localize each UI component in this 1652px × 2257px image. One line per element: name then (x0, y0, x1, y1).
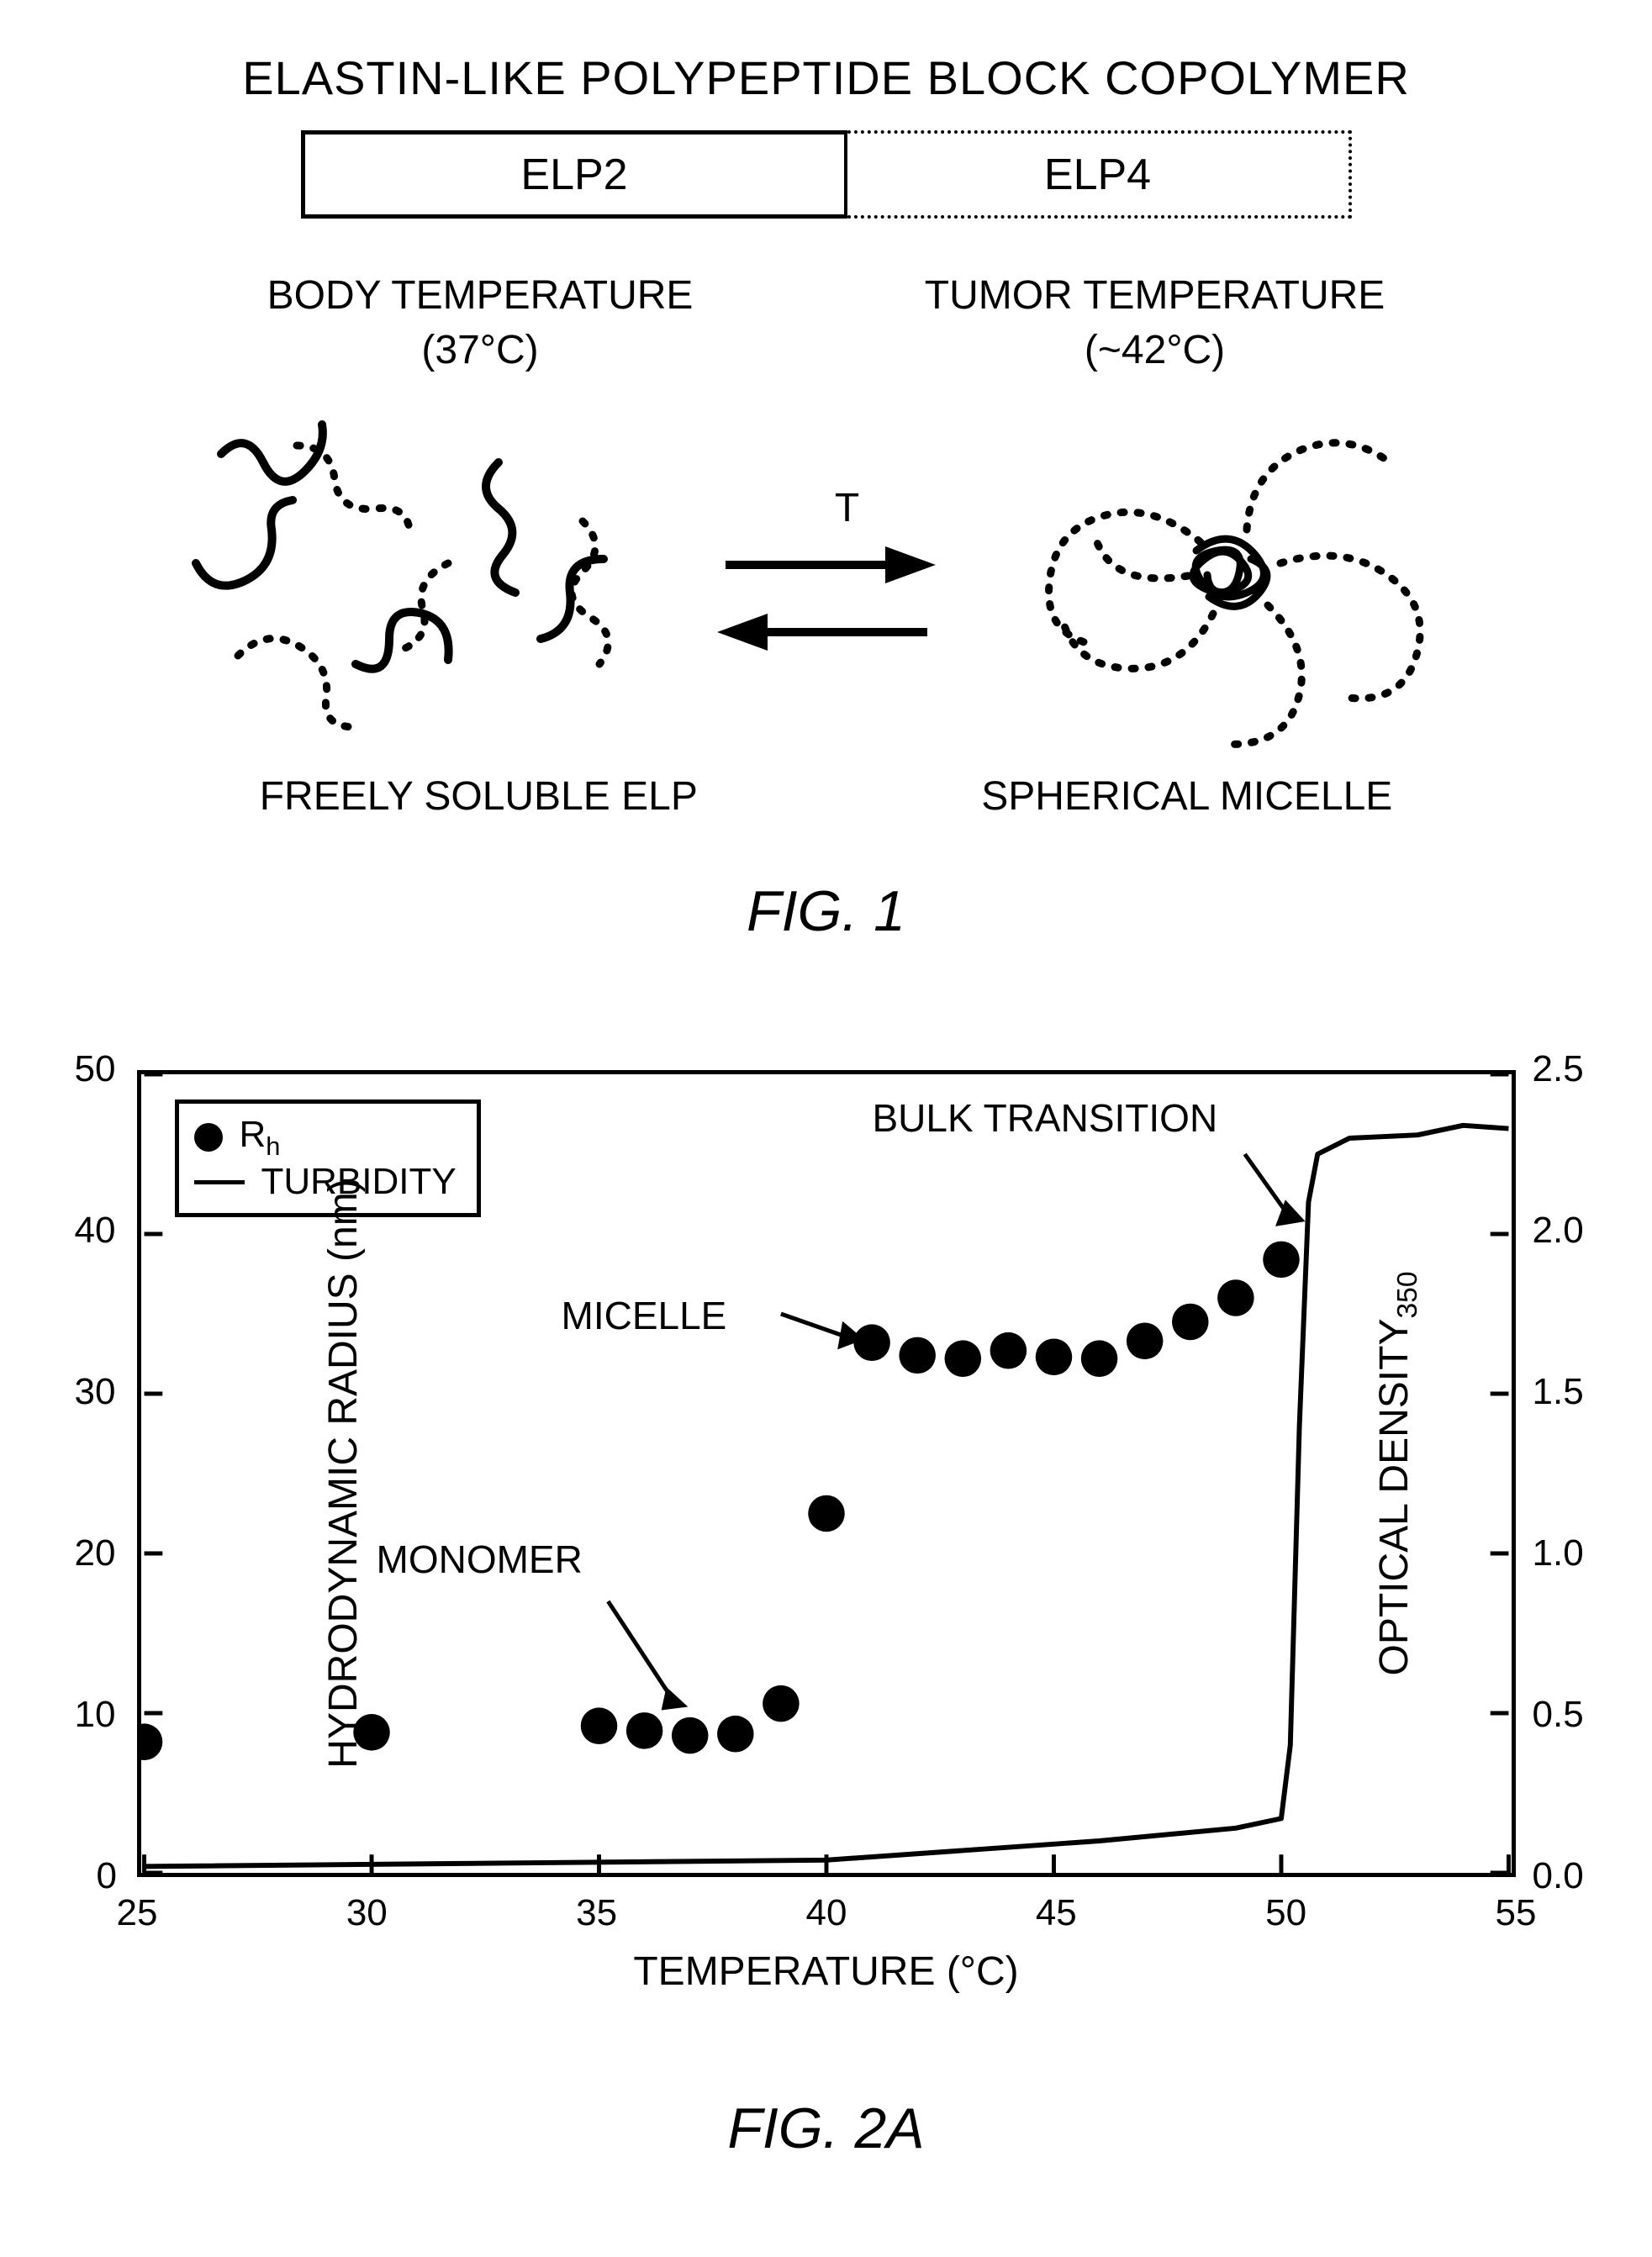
block-elp2: ELP2 (301, 130, 847, 219)
y-right-tick: 2.5 (1533, 1048, 1584, 1090)
temperature-row: BODY TEMPERATURE (37°C) TUMOR TEMPERATUR… (67, 269, 1585, 378)
y-right-tick: 2.0 (1533, 1210, 1584, 1252)
label-micelle: SPHERICAL MICELLE (981, 773, 1392, 820)
y-left-tick: 30 (75, 1371, 119, 1413)
y-right-tick: 1.5 (1533, 1371, 1584, 1413)
y-right-sub: 350 (1391, 1271, 1422, 1318)
x-tick: 40 (806, 1892, 847, 1934)
x-tick: 30 (346, 1892, 388, 1934)
label-soluble: FREELY SOLUBLE ELP (260, 773, 698, 820)
legend-line-icon (194, 1180, 245, 1184)
state-micelle (961, 395, 1507, 748)
x-axis-label: TEMPERATURE (°C) (633, 1949, 1018, 1995)
block-copolymer-row: ELP2 ELP4 (67, 130, 1585, 219)
tumor-temp-value: (~42°C) (925, 324, 1385, 378)
micelle-label: MICELLE (562, 1293, 727, 1338)
tumor-temp: TUMOR TEMPERATURE (~42°C) (925, 269, 1385, 378)
state-soluble (145, 395, 692, 748)
y-right-tick: 1.0 (1533, 1532, 1584, 1574)
legend-rh-row: Rh (194, 1114, 457, 1162)
x-tick: 25 (117, 1892, 158, 1934)
y-right-text: OPTICAL DENSITY (1372, 1318, 1417, 1675)
y-right-tick: 0.0 (1533, 1855, 1584, 1897)
state-labels-row: FREELY SOLUBLE ELP SPHERICAL MICELLE (67, 773, 1585, 820)
x-tick: 55 (1496, 1892, 1537, 1934)
transition-variable: T (835, 485, 859, 531)
x-tick: 45 (1036, 1892, 1077, 1934)
soluble-svg (145, 395, 692, 748)
x-tick: 50 (1265, 1892, 1306, 1934)
arrow-left-icon (717, 607, 936, 657)
y-axis-left-label: HYDRODYNAMIC RADIUS (nm) (320, 1179, 367, 1768)
y-left-tick: 20 (75, 1532, 119, 1574)
bulk-label: BULK TRANSITION (873, 1095, 1218, 1141)
states-row: T (67, 395, 1585, 748)
micelle-svg (961, 395, 1507, 748)
x-tick: 35 (576, 1892, 617, 1934)
legend-dot-icon (194, 1123, 223, 1152)
legend-rh-sub: h (266, 1131, 280, 1160)
tumor-temp-label: TUMOR TEMPERATURE (925, 269, 1385, 324)
fig2-caption: FIG. 2A (67, 2096, 1585, 2161)
monomer-label: MONOMER (377, 1537, 583, 1582)
figure-2a: Rh TURBIDITY MONOMER MICELLE BULK TRANSI… (67, 1070, 1585, 2161)
y-left-tick: 10 (75, 1694, 119, 1736)
y-right-tick: 0.5 (1533, 1694, 1584, 1736)
equilibrium-arrows: T (717, 485, 936, 657)
block-elp4: ELP4 (847, 130, 1352, 219)
body-temp: BODY TEMPERATURE (37°C) (267, 269, 694, 378)
y-left-tick: 0 (97, 1855, 119, 1897)
fig1-caption: FIG. 1 (67, 878, 1585, 944)
legend-rh-text: R (240, 1114, 267, 1155)
legend-rh: Rh (240, 1114, 281, 1162)
figure-1: ELASTIN-LIKE POLYPEPTIDE BLOCK COPOLYMER… (67, 50, 1585, 944)
body-temp-value: (37°C) (267, 324, 694, 378)
y-left-tick: 50 (75, 1048, 119, 1090)
y-left-tick: 40 (75, 1210, 119, 1252)
fig1-title: ELASTIN-LIKE POLYPEPTIDE BLOCK COPOLYMER (67, 50, 1585, 105)
chart-wrap: Rh TURBIDITY MONOMER MICELLE BULK TRANSI… (137, 1070, 1516, 1877)
y-axis-right-label: OPTICAL DENSITY350 (1371, 1271, 1424, 1675)
body-temp-label: BODY TEMPERATURE (267, 269, 694, 324)
arrow-right-icon (717, 540, 936, 590)
